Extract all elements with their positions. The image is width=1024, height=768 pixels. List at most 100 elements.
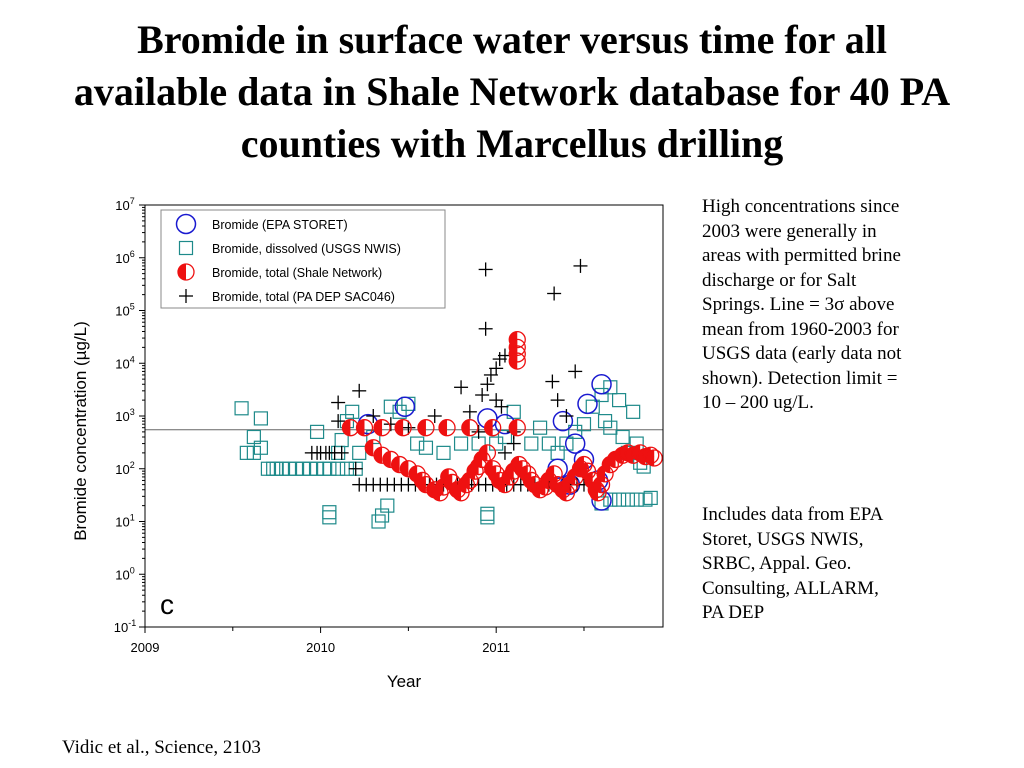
data-point bbox=[471, 424, 486, 439]
data-point bbox=[475, 388, 490, 403]
data-point bbox=[461, 419, 479, 437]
note2-line: SRBC, Appal. Geo. bbox=[702, 553, 852, 574]
data-point bbox=[401, 396, 416, 411]
data-point bbox=[410, 436, 425, 451]
data-point bbox=[612, 492, 627, 507]
marker-left-half bbox=[374, 419, 383, 436]
data-markers bbox=[234, 258, 663, 529]
legend-marker bbox=[178, 240, 194, 256]
marker-left-half bbox=[395, 419, 404, 436]
y-tick-label: 105 bbox=[115, 302, 134, 319]
data-point bbox=[331, 461, 346, 476]
title-line-3: counties with Marcellus drilling bbox=[240, 121, 784, 166]
data-point bbox=[494, 399, 509, 414]
legend-item: Bromide, total (Shale Network) bbox=[177, 263, 382, 281]
data-point bbox=[645, 449, 663, 467]
note1-line: 10 – 200 ug/L. bbox=[702, 392, 814, 413]
marker-left-half bbox=[597, 465, 606, 482]
marker-left-half bbox=[593, 476, 602, 493]
note1-line: shown). Detection limit = bbox=[702, 367, 898, 389]
data-point bbox=[322, 461, 337, 476]
series-open-square bbox=[234, 380, 658, 529]
data-point bbox=[480, 377, 495, 392]
data-point bbox=[568, 424, 583, 439]
data-point bbox=[380, 498, 395, 513]
data-point bbox=[615, 429, 630, 445]
x-axis-label: Year bbox=[387, 672, 422, 691]
data-point bbox=[394, 396, 416, 417]
data-point bbox=[438, 419, 456, 437]
marker-outline bbox=[478, 444, 497, 462]
data-point bbox=[480, 506, 495, 521]
data-point bbox=[547, 286, 562, 301]
note1-line: USGS data (early data not bbox=[702, 343, 902, 364]
y-axis-label: Bromide concentration (µg/L) bbox=[71, 321, 90, 541]
data-point bbox=[253, 411, 268, 426]
title-line-2: available data in Shale Network database… bbox=[73, 69, 951, 114]
legend-marker bbox=[179, 289, 193, 303]
data-point bbox=[506, 404, 521, 419]
y-tick-label: 106 bbox=[115, 249, 134, 266]
data-point bbox=[373, 419, 391, 437]
note2-line: PA DEP bbox=[702, 602, 765, 623]
legend-label: Bromide (EPA STORET) bbox=[212, 218, 348, 232]
y-tick-label: 103 bbox=[115, 407, 134, 424]
data-point bbox=[260, 461, 276, 476]
marker-outline bbox=[645, 449, 663, 467]
legend-marker bbox=[177, 263, 195, 281]
data-point bbox=[348, 461, 363, 476]
x-tick-label: 2009 bbox=[131, 640, 160, 655]
marker-left-half bbox=[461, 419, 470, 436]
legend: Bromide (EPA STORET) Bromide, dissolved (… bbox=[160, 209, 446, 309]
marker-left-half bbox=[579, 463, 588, 480]
marker-left-half bbox=[509, 419, 518, 436]
data-point bbox=[453, 436, 469, 451]
marker-left-half bbox=[382, 451, 391, 468]
data-point bbox=[573, 258, 588, 273]
data-point bbox=[331, 414, 346, 429]
marker-left-half bbox=[356, 419, 365, 436]
marker-left-half bbox=[484, 419, 493, 436]
data-point bbox=[478, 262, 493, 277]
marker-left-half bbox=[417, 476, 426, 493]
data-point bbox=[334, 432, 349, 448]
legend-item: Bromide, dissolved (USGS NWIS) bbox=[178, 240, 401, 256]
data-point bbox=[418, 440, 434, 455]
y-tick-label: 10-1 bbox=[114, 618, 136, 635]
data-point bbox=[427, 409, 442, 423]
data-point bbox=[620, 492, 635, 507]
legend-label: Bromide, total (Shale Network) bbox=[212, 266, 382, 280]
marker-left-half bbox=[342, 419, 351, 436]
data-point bbox=[436, 445, 451, 460]
marker-left-half bbox=[646, 449, 655, 466]
marker-left-half bbox=[178, 264, 186, 280]
marker-left-half bbox=[546, 465, 555, 482]
data-point bbox=[612, 393, 627, 408]
data-point bbox=[269, 461, 284, 476]
marker-left-half bbox=[461, 472, 470, 489]
data-point bbox=[322, 510, 337, 525]
panel-label: c bbox=[160, 589, 174, 620]
data-point bbox=[532, 420, 548, 435]
data-point bbox=[454, 380, 469, 395]
marker-outline bbox=[177, 263, 195, 281]
legend-marker bbox=[175, 213, 197, 235]
data-point bbox=[322, 505, 337, 520]
marker-left-half bbox=[391, 456, 400, 473]
note1-line: High concentrations since bbox=[702, 196, 900, 217]
data-point bbox=[594, 387, 609, 403]
data-point bbox=[489, 361, 504, 376]
note2-line: Consulting, ALLARM, bbox=[702, 577, 879, 599]
marker-left-half bbox=[509, 353, 518, 370]
data-point bbox=[352, 445, 367, 460]
slide-title: Bromide in surface water versus time for… bbox=[0, 14, 1024, 170]
data-point bbox=[550, 393, 565, 408]
data-point bbox=[497, 429, 513, 445]
data-point bbox=[234, 401, 249, 416]
y-tick-label: 104 bbox=[115, 354, 134, 371]
legend-item: Bromide, total (PA DEP SAC046) bbox=[179, 289, 395, 304]
data-point bbox=[564, 433, 586, 454]
data-point bbox=[401, 420, 416, 435]
y-tick-label: 107 bbox=[115, 196, 134, 213]
